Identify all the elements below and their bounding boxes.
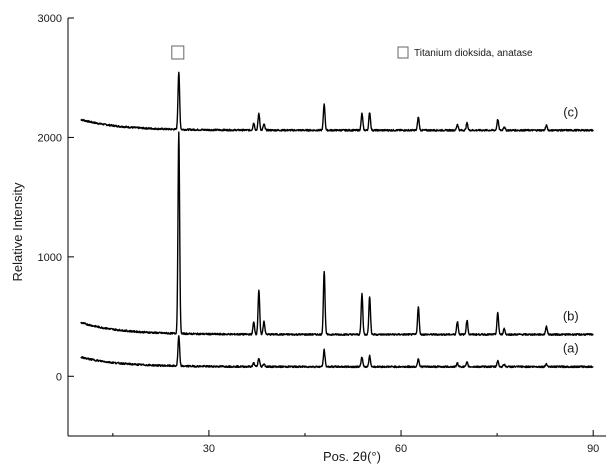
series-line-c bbox=[80, 71, 594, 132]
x-tick-label-90: 90 bbox=[587, 443, 599, 455]
peak-marker-anatase bbox=[171, 45, 185, 60]
peak-markers bbox=[171, 45, 185, 60]
x-tick-label-30: 30 bbox=[203, 443, 215, 455]
y-tick-label-1000: 1000 bbox=[38, 252, 62, 264]
y-tick-label-2000: 2000 bbox=[38, 132, 62, 144]
legend-marker-open-square bbox=[397, 46, 409, 59]
x-ticks: 30 60 90 bbox=[112, 430, 599, 455]
y-tick-label-3000: 3000 bbox=[38, 13, 62, 25]
series-line-a bbox=[80, 335, 594, 369]
x-tick-label-60: 60 bbox=[395, 443, 407, 455]
y-axis-title: Relative Intensity bbox=[10, 182, 25, 281]
series-label-a: (a) bbox=[563, 341, 579, 356]
series-labels: (c) (b) (a) bbox=[563, 104, 579, 355]
legend-label: Titanium dioksida, anatase bbox=[414, 48, 533, 59]
axes bbox=[67, 18, 606, 437]
x-axis-title: Pos. 2θ(°) bbox=[323, 449, 381, 464]
plot-area bbox=[80, 71, 594, 369]
series-label-c: (c) bbox=[563, 104, 578, 119]
series-line-b bbox=[80, 131, 594, 337]
legend: Titanium dioksida, anatase bbox=[397, 46, 533, 59]
series-label-b: (b) bbox=[563, 308, 579, 323]
y-tick-label-0: 0 bbox=[56, 371, 62, 383]
y-ticks: 0 1000 2000 3000 bbox=[38, 13, 74, 383]
